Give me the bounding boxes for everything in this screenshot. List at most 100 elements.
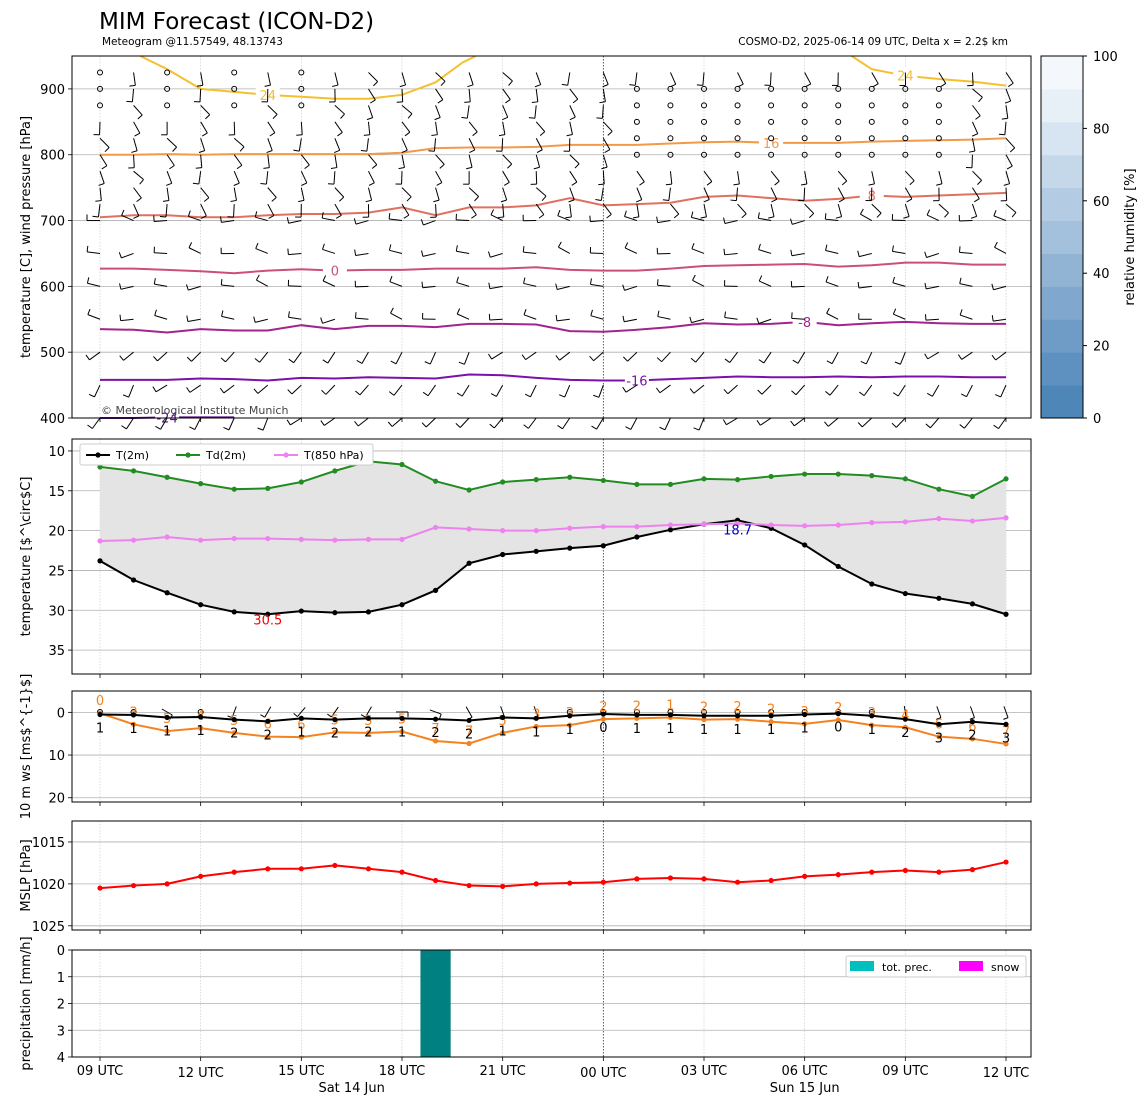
series-point (231, 717, 237, 723)
wind-barb-flag (366, 117, 373, 121)
wind-barb (200, 105, 211, 116)
wind-barb-flag (805, 83, 812, 88)
wind-barb (166, 171, 173, 184)
wind-barb-flag (693, 427, 700, 431)
wind-barb (391, 417, 403, 427)
wind-barb (401, 88, 404, 102)
wind-barb (630, 417, 638, 430)
wind-barb-flag (488, 251, 491, 258)
series-point (567, 474, 573, 480)
wind-barb-flag (101, 165, 108, 170)
wind-barb (495, 384, 504, 397)
wind-barb (490, 214, 503, 221)
wind-barb-flag (595, 199, 602, 201)
wind-barb-flag (825, 244, 828, 251)
wind-barb (590, 220, 604, 223)
wind-barb (133, 72, 136, 86)
wind-barb-flag (388, 212, 391, 220)
calm-wind-marker (701, 135, 707, 142)
wind-barb-flag (995, 394, 1001, 398)
series-point (802, 721, 808, 727)
series-point (332, 537, 338, 543)
mslp-point (332, 862, 338, 869)
series-point (835, 717, 841, 723)
wind-barb (837, 170, 848, 182)
value-label: 4 (901, 708, 909, 723)
wind-barb-flag (826, 360, 833, 365)
x-tick-label: 12 UTC (177, 1066, 223, 1081)
wind-barb-flag (692, 274, 696, 281)
y-tick-label: 20 (48, 792, 65, 807)
wind-barb (964, 417, 973, 429)
wind-barb (233, 204, 235, 218)
wind-barb-flag (957, 354, 963, 360)
wind-barb-flag (322, 359, 329, 364)
series-point (332, 729, 338, 736)
wind-barb (523, 314, 537, 320)
wind-barb (221, 315, 235, 320)
wind-barb-flag (978, 96, 983, 103)
wind-barb-flag (557, 241, 562, 248)
legend-marker (283, 452, 289, 458)
wind-barb-flag (975, 115, 981, 120)
wind-barb (895, 417, 906, 428)
wind-barb-flag (272, 114, 278, 120)
wind-barb (972, 88, 983, 98)
series-point (231, 730, 237, 736)
wind-barb (401, 121, 411, 133)
wind-barb-flag (926, 392, 933, 397)
wind-barb-flag (86, 245, 89, 252)
wind-barb (154, 314, 168, 320)
wind-barb (120, 318, 134, 322)
wind-barb (154, 252, 168, 254)
wind-barb-flag (334, 149, 340, 154)
wind-barb-flag (771, 198, 778, 203)
wind-barb-flag (924, 353, 929, 360)
wind-barb-flag (119, 355, 124, 361)
wind-barb-flag (137, 114, 143, 120)
wind-barb-flag (200, 215, 207, 219)
colorbar-label: relative humidity [%] (1123, 168, 1138, 305)
wind-barb-flag (533, 166, 540, 170)
wind-barb-flag (541, 195, 547, 202)
wind-barb-flag (872, 83, 879, 88)
wind-barb-flag (959, 309, 963, 316)
y-tick-label: 30 (48, 604, 65, 619)
wind-barb (126, 417, 134, 430)
wind-barb-flag (505, 99, 511, 104)
wind-barb-flag (320, 317, 324, 324)
value-label: 1 (398, 725, 406, 740)
wind-barb (333, 171, 336, 185)
wind-barb-flag (689, 316, 692, 323)
wind-barb (602, 138, 611, 150)
wind-barb-flag (458, 361, 465, 365)
wind-barb-flag (369, 99, 376, 104)
series-point (734, 713, 741, 719)
wind-barb (161, 708, 173, 716)
wind-barb (804, 171, 808, 185)
value-label: 2 (331, 727, 339, 742)
wind-barb (267, 105, 278, 115)
wind-barb (389, 249, 403, 254)
wind-barb-flag (98, 183, 105, 186)
series-point (265, 611, 271, 617)
wind-barb (1005, 137, 1016, 149)
calm-wind-marker (734, 135, 741, 142)
wind-barb (535, 154, 541, 168)
wind-barb-flag (909, 180, 915, 186)
wind-barb-flag (768, 216, 775, 219)
series-point (97, 464, 103, 470)
wind-barb-flag (186, 356, 192, 362)
y-tick-label: 0 (57, 706, 65, 721)
calm-wind-marker (298, 102, 305, 109)
colorbar-band (1041, 88, 1083, 123)
wind-barb-flag (757, 212, 760, 219)
wind-barb-flag (860, 360, 867, 365)
series-point (600, 711, 606, 717)
wind-barb-flag (440, 80, 446, 87)
mslp-point (500, 883, 506, 890)
mslp-point (265, 866, 271, 872)
series-point (869, 722, 875, 728)
series-point (567, 713, 573, 719)
wind-barb-flag (791, 390, 797, 396)
